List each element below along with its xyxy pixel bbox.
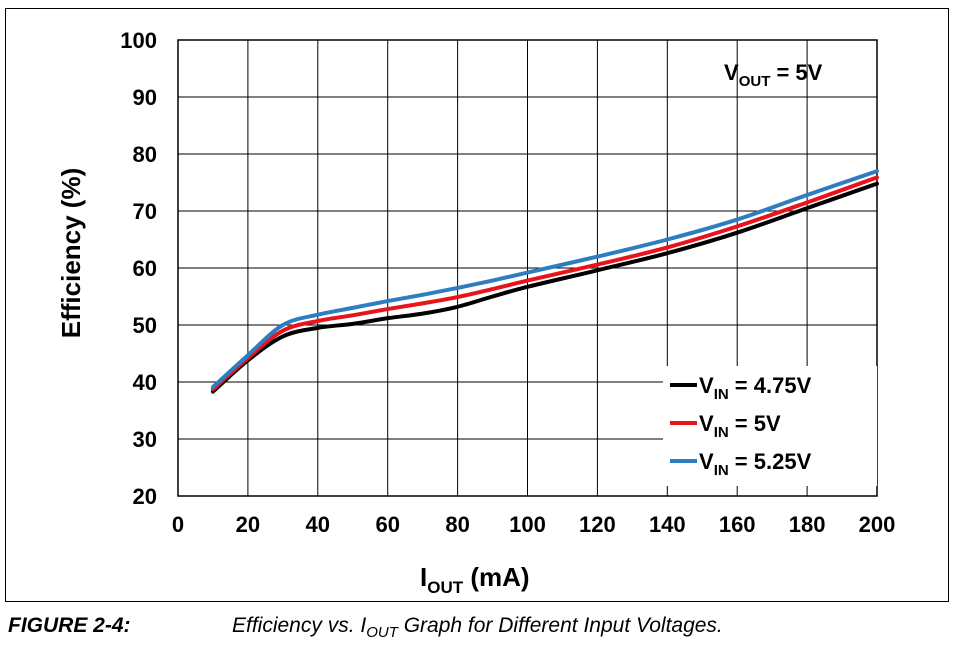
efficiency-chart: 20 30 40 50 60 70 80 90 100 0 20 40 60 80 100 120 140 16…: [56, 28, 895, 597]
x-tick-label: 0: [172, 512, 184, 537]
y-tick-label: 20: [133, 484, 157, 509]
legend: VIN = 4.75V VIN = 5V VIN = 5.25V: [663, 366, 877, 486]
x-axis-title: IOUT (mA): [420, 562, 530, 597]
vout-annotation: VOUT = 5V: [724, 60, 823, 90]
x-tick-label: 20: [236, 512, 260, 537]
legend-label: VIN = 5.25V: [699, 449, 812, 479]
figure-caption-text: Efficiency vs. IOUT Graph for Different …: [232, 614, 723, 641]
legend-label: VIN = 4.75V: [699, 373, 812, 403]
y-tick-label: 40: [133, 370, 157, 395]
y-tick-label: 60: [133, 256, 157, 281]
x-tick-label: 200: [859, 512, 896, 537]
x-tick-label: 40: [306, 512, 330, 537]
series-lines: [210, 169, 879, 394]
x-tick-label: 180: [789, 512, 826, 537]
figure-label: FIGURE 2-4:: [8, 614, 131, 637]
series-line: [210, 181, 879, 394]
y-axis-title: Efficiency (%): [56, 168, 86, 339]
y-tick-label: 80: [133, 142, 157, 167]
y-tick-label: 50: [133, 313, 157, 338]
x-tick-label: 140: [649, 512, 686, 537]
y-tick-label: 90: [133, 85, 157, 110]
y-tick-label: 100: [120, 28, 157, 53]
x-tick-label: 100: [509, 512, 546, 537]
series-line: [210, 175, 879, 392]
figure-frame: [5, 8, 949, 602]
legend-label: VIN = 5V: [699, 411, 781, 441]
x-tick-label: 160: [719, 512, 756, 537]
x-tick-labels: 0 20 40 60 80 100 120 140 160 180 200: [172, 512, 895, 537]
legend-background: [663, 366, 877, 486]
y-tick-labels: 20 30 40 50 60 70 80 90 100: [120, 28, 157, 509]
x-tick-label: 60: [375, 512, 399, 537]
plot-border: [177, 39, 878, 497]
x-tick-label: 120: [579, 512, 616, 537]
y-tick-label: 70: [133, 199, 157, 224]
y-tick-label: 30: [133, 427, 157, 452]
series-line: [210, 169, 879, 390]
x-tick-label: 80: [445, 512, 469, 537]
figure-caption: FIGURE 2-4: Efficiency vs. IOUT Graph fo…: [8, 614, 948, 644]
